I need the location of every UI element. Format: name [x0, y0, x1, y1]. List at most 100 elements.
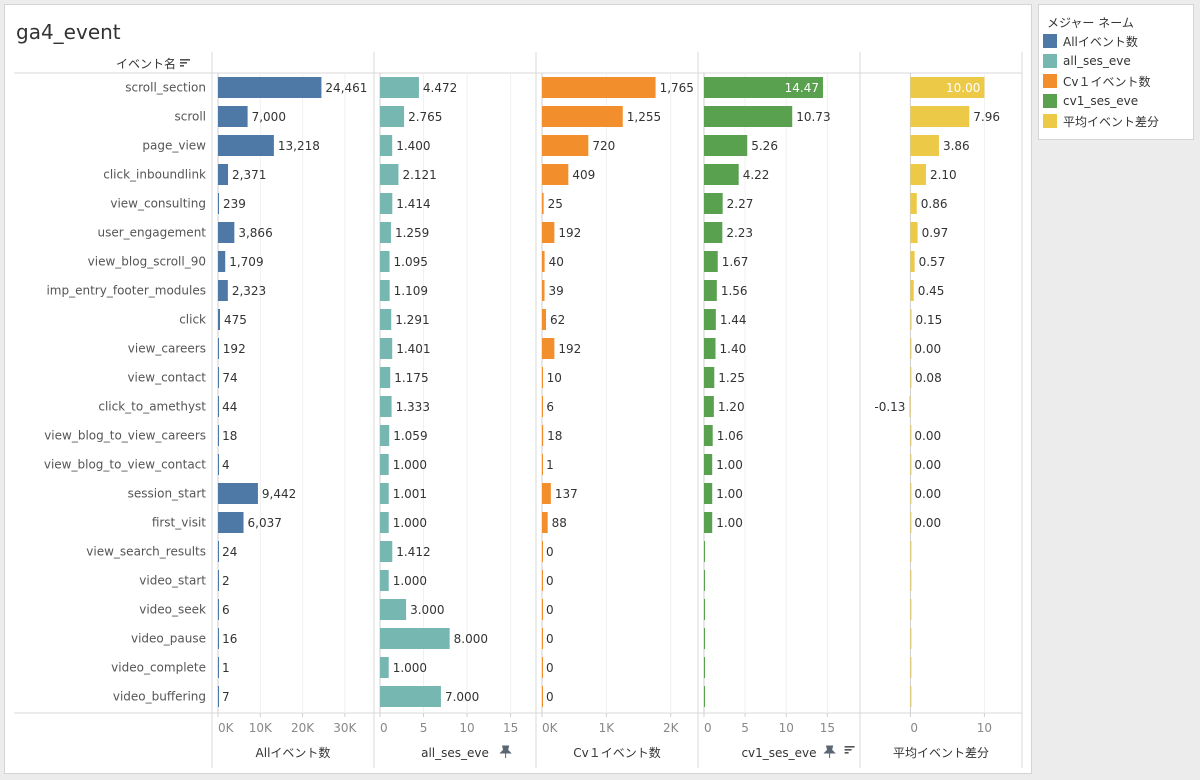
bar [542, 164, 569, 185]
bar [910, 454, 912, 475]
legend-item-avg-event-diff[interactable]: 平均イベント差分 [1039, 111, 1193, 131]
category-label: view_contact [127, 371, 206, 385]
bar [910, 425, 912, 446]
bar [542, 396, 543, 417]
tick-label: 0 [910, 721, 918, 735]
data-label: 39 [549, 284, 564, 298]
data-label: 7,000 [252, 110, 286, 124]
data-label: 1.400 [396, 139, 430, 153]
sort-descending-icon [180, 65, 184, 67]
tick-label: 1K [599, 721, 616, 735]
data-label: 192 [558, 226, 581, 240]
data-label: 1.00 [716, 516, 743, 530]
tick-label: 2K [663, 721, 680, 735]
tick-label: 30K [333, 721, 357, 735]
category-label: view_careers [128, 342, 206, 356]
bar [910, 512, 912, 533]
data-label: 1.291 [395, 313, 429, 327]
bar [218, 512, 244, 533]
data-label: 88 [552, 516, 567, 530]
axis-title: cv1_ses_eve [741, 746, 816, 760]
bar [542, 280, 545, 301]
data-label: 1.059 [393, 429, 427, 443]
dashboard-panel [4, 4, 1032, 774]
legend-item-all-ses-eve[interactable]: all_ses_eve [1039, 51, 1193, 71]
legend-label: Cv１イベント数 [1063, 74, 1151, 89]
data-label: 1.56 [721, 284, 748, 298]
tick-label: 0 [380, 721, 388, 735]
bar [704, 338, 716, 359]
data-label: 18 [222, 429, 237, 443]
sort-descending-icon [180, 62, 187, 64]
data-label: 0.45 [918, 284, 945, 298]
data-label: 10.00 [946, 81, 980, 95]
bar [704, 309, 716, 330]
data-label: 7.96 [973, 110, 1000, 124]
data-label: 3.000 [410, 603, 444, 617]
bar [704, 512, 713, 533]
category-label: video_complete [111, 661, 206, 675]
data-label: 4.472 [423, 81, 457, 95]
data-label: 24,461 [325, 81, 367, 95]
data-label: 62 [550, 313, 565, 327]
data-label: 13,218 [278, 139, 320, 153]
sort-descending-icon [844, 749, 852, 751]
bar [542, 338, 555, 359]
bar [910, 570, 912, 591]
legend-label: Allイベント数 [1063, 34, 1138, 49]
data-label: 6,037 [248, 516, 282, 530]
bar [704, 135, 748, 156]
tick-label: 10K [249, 721, 273, 735]
data-label: 3.86 [943, 139, 970, 153]
bar [704, 483, 713, 504]
bar [542, 425, 544, 446]
bar [910, 280, 914, 301]
category-label: scroll_section [125, 81, 206, 95]
data-label: 2,371 [232, 168, 266, 182]
data-label: 1.40 [720, 342, 747, 356]
bar [542, 251, 545, 272]
bar [542, 599, 543, 620]
data-label: 1.109 [394, 284, 428, 298]
bar [380, 483, 389, 504]
bar [542, 483, 551, 504]
data-label: 14.47 [785, 81, 819, 95]
bar [704, 657, 705, 678]
data-label: 2.23 [726, 226, 753, 240]
bar [542, 367, 543, 388]
data-label: 1 [546, 458, 554, 472]
bar [704, 454, 713, 475]
data-label: 6 [546, 400, 554, 414]
data-label: 1.095 [394, 255, 428, 269]
data-label: 8.000 [454, 632, 488, 646]
bar [380, 222, 391, 243]
category-label: video_buffering [113, 690, 206, 704]
legend-item-all-events[interactable]: Allイベント数 [1039, 31, 1193, 51]
bar [704, 280, 717, 301]
data-label: 1.412 [396, 545, 430, 559]
legend-title: メジャー ネーム [1047, 16, 1134, 30]
bar [380, 425, 390, 446]
category-label: session_start [128, 487, 207, 501]
legend-item-cv1-events[interactable]: Cv１イベント数 [1039, 71, 1193, 91]
legend-label: cv1_ses_eve [1063, 94, 1139, 108]
data-label: 0.86 [921, 197, 948, 211]
bar [218, 454, 219, 475]
bar [910, 164, 926, 185]
data-label: 0 [546, 632, 554, 646]
category-label: click_inboundlink [103, 168, 206, 182]
data-label: 2.10 [930, 168, 957, 182]
bar [380, 657, 389, 678]
data-label: 0.00 [914, 516, 941, 530]
axis-title: 平均イベント差分 [893, 746, 989, 760]
data-label: 2 [222, 574, 230, 588]
data-label: 5.26 [751, 139, 778, 153]
bar [704, 193, 723, 214]
legend-item-cv1-ses-eve[interactable]: cv1_ses_eve [1039, 91, 1193, 111]
data-label: 9,442 [262, 487, 296, 501]
data-label: 1.000 [393, 516, 427, 530]
data-label: 0 [546, 574, 554, 588]
bar [380, 367, 391, 388]
data-label: 2.27 [727, 197, 754, 211]
